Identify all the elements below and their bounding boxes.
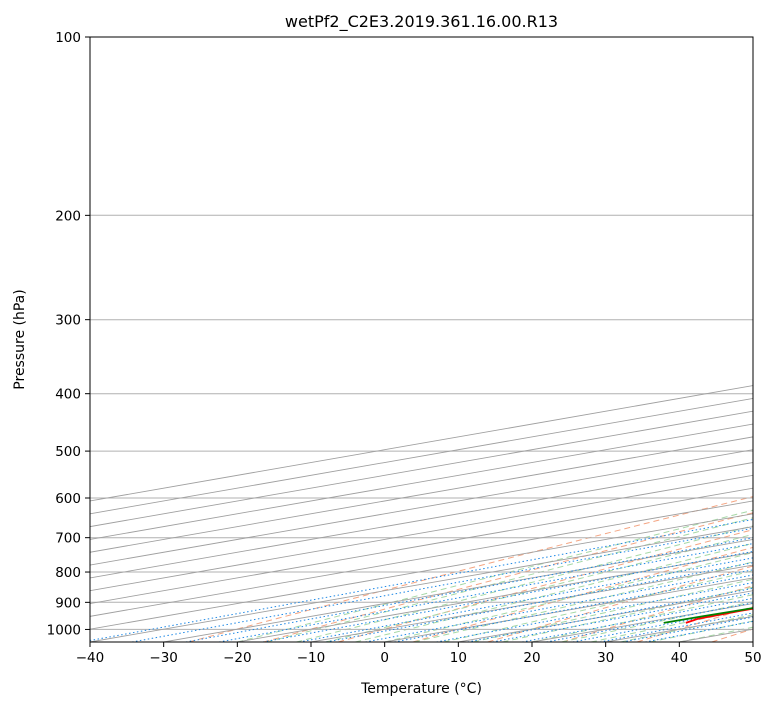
isotherm-line — [90, 397, 753, 515]
moist-adiabat-line — [296, 525, 753, 642]
mixing-ratio-line — [645, 620, 753, 642]
y-tick-label: 500 — [55, 444, 81, 460]
isotherm-line — [458, 590, 753, 642]
dewpoint-profile-line — [663, 607, 753, 624]
isotherm-line — [90, 385, 753, 502]
dry-adiabat-line — [636, 606, 753, 642]
x-axis-label: Temperature (°C) — [360, 681, 482, 697]
x-tick-label: −30 — [149, 650, 178, 666]
isotherm-line — [90, 526, 753, 642]
mixing-ratio-line — [436, 582, 753, 642]
isotherm-line — [90, 449, 753, 566]
y-tick-label: 600 — [55, 491, 81, 507]
temperature-profile-line — [685, 607, 753, 624]
x-tick-label: 20 — [523, 650, 540, 666]
moist-adiabat-line — [413, 561, 753, 642]
y-tick-label: 200 — [55, 208, 81, 224]
isotherm-line — [531, 603, 753, 642]
y-tick-label: 1000 — [47, 622, 81, 638]
isotherm-line — [90, 462, 753, 579]
plot-frame — [89, 36, 754, 643]
x-tick-label: 10 — [450, 650, 467, 666]
dry-adiabat-line — [412, 546, 753, 642]
x-tick-label: −40 — [76, 650, 105, 666]
x-tick-label: −10 — [297, 650, 326, 666]
x-tick-label: 0 — [380, 650, 389, 666]
mixing-ratio-line — [492, 592, 753, 642]
y-tick-label: 700 — [55, 531, 81, 547]
dry-adiabat-line — [263, 512, 753, 642]
chart-title: wetPf2_C2E3.2019.361.16.00.R13 — [285, 12, 558, 32]
background-lines — [90, 37, 753, 642]
isotherm-line — [752, 641, 753, 642]
moist-adiabat-line — [384, 552, 753, 642]
dry-adiabat-line — [188, 496, 753, 642]
isotherm-line — [605, 615, 753, 642]
moist-adiabat-line — [561, 601, 753, 642]
isotherm-line — [90, 474, 753, 592]
mixing-ratio-line — [326, 562, 753, 642]
y-tick-label: 900 — [55, 595, 81, 611]
dry-adiabat-line — [711, 628, 753, 642]
mixing-ratio-line — [131, 527, 753, 642]
isotherm-line — [90, 487, 753, 604]
data-series — [663, 607, 753, 624]
dry-adiabat-line — [487, 565, 753, 642]
y-tick-label: 100 — [55, 30, 81, 46]
mixing-ratio-line — [467, 587, 753, 642]
x-tick-label: −20 — [223, 650, 252, 666]
isotherm-line — [90, 410, 753, 528]
y-tick-label: 800 — [55, 565, 81, 581]
isotherm-line — [679, 628, 753, 642]
axis-ticks: −40 −30 −20 −10 0 10 20 30 40 50 100 200 300 400 500 60… — [47, 30, 762, 666]
isotherm-line — [90, 423, 753, 540]
moist-adiabat-line — [679, 626, 753, 642]
dry-adiabat-line — [562, 585, 753, 642]
dry-adiabat-line — [338, 529, 753, 642]
y-axis-label: Pressure (hPa) — [12, 289, 28, 389]
moist-adiabat-line — [266, 517, 753, 642]
x-tick-label: 40 — [671, 650, 688, 666]
moist-adiabat-line — [649, 620, 753, 642]
x-tick-label: 50 — [744, 650, 761, 666]
y-tick-label: 400 — [55, 387, 81, 403]
mixing-ratio-line — [185, 537, 753, 642]
isotherm-line — [163, 538, 753, 642]
isotherm-line — [384, 577, 753, 642]
moist-adiabat-line — [502, 586, 753, 642]
isotherm-line — [90, 500, 753, 617]
isotherm-line — [90, 436, 753, 553]
moist-adiabat-line — [325, 533, 753, 642]
isotherm-line — [90, 513, 753, 630]
mixing-ratio-line — [218, 543, 753, 642]
x-tick-label: 30 — [597, 650, 614, 666]
moist-adiabat-line — [531, 594, 753, 642]
moist-adiabat-line — [472, 578, 753, 642]
isotherm-line — [310, 564, 753, 642]
y-tick-label: 300 — [55, 313, 81, 329]
